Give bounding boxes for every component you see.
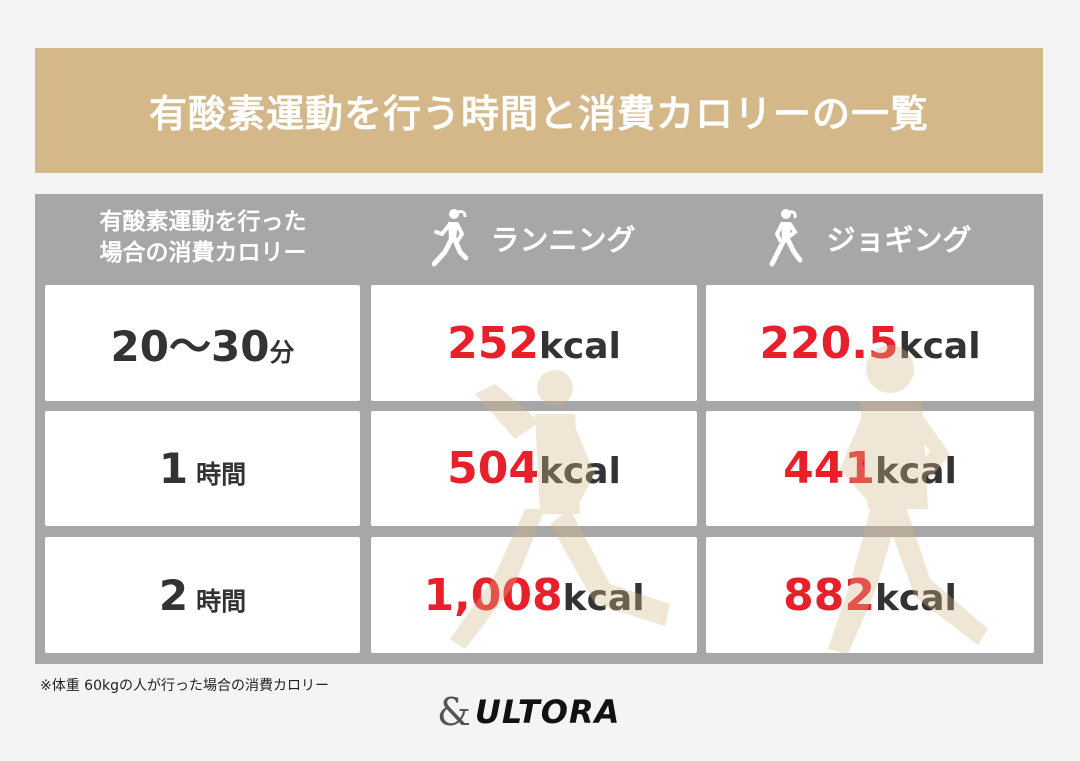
kcal-unit: kcal <box>562 577 645 619</box>
header-running: ランニング <box>371 194 697 282</box>
title-banner: 有酸素運動を行う時間と消費カロリーの一覧 <box>35 48 1043 173</box>
running-value: 504 <box>447 443 539 494</box>
logo-ampersand: & <box>437 690 471 734</box>
jogging-value: 441 <box>783 443 875 494</box>
runner-icon <box>432 209 469 267</box>
jogging-cell-1: 220.5kcal <box>706 285 1034 401</box>
time-unit: 分 <box>269 337 295 367</box>
running-value: 252 <box>447 317 539 369</box>
jogging-cell-3: 882kcal <box>706 537 1034 653</box>
running-cell-1: 252kcal <box>371 285 697 401</box>
time-cell-2: 1 時間 <box>45 411 360 526</box>
time-cell-3: 2 時間 <box>45 537 360 653</box>
time-unit: 時間 <box>196 460 247 489</box>
time-cell-1: 20〜30分 <box>45 285 360 401</box>
running-value: 1,008 <box>423 569 563 621</box>
logo-text: ULTORA <box>474 693 621 731</box>
kcal-unit: kcal <box>874 577 957 619</box>
header-running-label: ランニング <box>490 223 636 257</box>
header-corner-line1: 有酸素運動を行った <box>99 209 307 235</box>
ultora-logo: & ULTORA <box>437 690 647 734</box>
header-jogging-label: ジョギング <box>826 223 972 257</box>
time-unit: 時間 <box>196 586 247 616</box>
kcal-unit: kcal <box>898 325 981 367</box>
header-corner-line2: 場合の消費カロリー <box>99 240 307 266</box>
jogger-icon <box>769 209 803 267</box>
time-value: 2 <box>158 570 189 620</box>
jogging-value: 882 <box>783 569 875 621</box>
calorie-table: 有酸素運動を行った 場合の消費カロリー ランニング ジョギング 20〜 <box>35 194 1043 664</box>
footnote: ※体重 60kgの人が行った場合の消費カロリー <box>40 678 329 694</box>
header-corner: 有酸素運動を行った 場合の消費カロリー <box>45 194 361 282</box>
running-cell-3: 1,008kcal <box>371 537 697 653</box>
jogging-cell-2: 441kcal <box>706 411 1034 526</box>
kcal-unit: kcal <box>538 325 621 367</box>
kcal-unit: kcal <box>538 451 621 492</box>
header-jogging: ジョギング <box>706 194 1034 282</box>
jogging-value: 220.5 <box>759 317 899 369</box>
running-cell-2: 504kcal <box>371 411 697 526</box>
page-title: 有酸素運動を行う時間と消費カロリーの一覧 <box>148 92 929 136</box>
time-value: 1 <box>158 444 189 493</box>
time-value: 20〜30 <box>110 321 270 371</box>
kcal-unit: kcal <box>874 451 957 492</box>
